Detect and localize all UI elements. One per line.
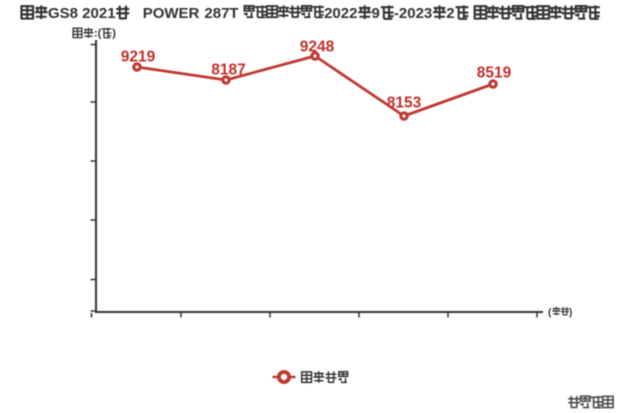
svg-text:): ): [112, 28, 116, 40]
svg-text:GS8 2021: GS8 2021: [48, 5, 116, 22]
svg-text:-2023: -2023: [394, 5, 432, 22]
svg-text:2022: 2022: [324, 5, 357, 22]
svg-text:): ): [569, 308, 572, 319]
svg-text:8153: 8153: [387, 95, 422, 112]
svg-text:POWER: POWER: [143, 5, 200, 22]
svg-text:9219: 9219: [121, 49, 156, 66]
svg-text:(: (: [548, 308, 552, 319]
svg-text:8187: 8187: [211, 62, 245, 79]
svg-text:9: 9: [372, 5, 380, 22]
svg-text:2: 2: [446, 5, 454, 22]
svg-text::(: :(: [94, 28, 102, 40]
svg-text:287T: 287T: [204, 5, 238, 22]
svg-text:8519: 8519: [477, 65, 512, 82]
svg-text:9248: 9248: [300, 39, 335, 56]
